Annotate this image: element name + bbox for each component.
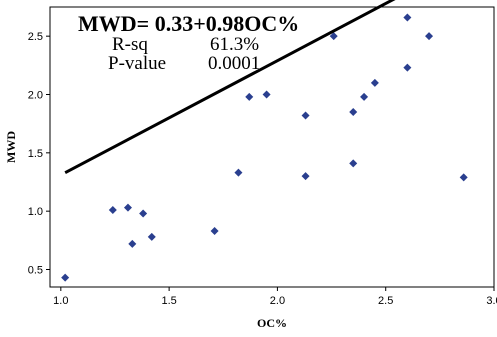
data-point (403, 63, 412, 72)
data-point (349, 108, 358, 116)
x-axis-title: OC% (257, 316, 287, 330)
y-tick-label: 2.0 (28, 90, 43, 102)
data-point (139, 209, 148, 218)
data-point (301, 111, 310, 120)
x-axis-ticks: 1.0 1.5 2.0 2.5 3.0 (53, 287, 497, 307)
y-tick-label: 1.5 (28, 148, 43, 160)
x-tick-label: 3.0 (486, 295, 497, 307)
y-tick-label: 0.5 (28, 265, 43, 277)
p-value-label: P-value (108, 53, 166, 74)
p-value-value: 0.0001 (208, 53, 260, 74)
data-point (425, 32, 434, 41)
regression-line-layer (64, 0, 396, 175)
x-tick-label: 2.5 (378, 295, 393, 307)
y-tick-label: 2.5 (28, 31, 43, 43)
data-point (234, 168, 243, 177)
y-tick-label: 1.0 (28, 206, 43, 218)
r-squared-value: 61.3% (210, 34, 259, 55)
data-point (262, 90, 271, 99)
x-tick-label: 1.5 (161, 295, 176, 307)
data-point (360, 92, 369, 101)
data-point (245, 92, 254, 101)
data-point (403, 13, 412, 22)
data-point (301, 172, 310, 181)
data-point (210, 227, 219, 235)
data-point (329, 32, 338, 41)
x-tick-label: 2.0 (270, 295, 285, 307)
y-axis-ticks: 0.5 1.0 1.5 2.0 2.5 (28, 31, 50, 277)
regression-equation: MWD= 0.33+0.98OC% (78, 11, 299, 36)
r-squared-label: R-sq (112, 34, 148, 55)
data-point (370, 78, 379, 87)
data-point (128, 239, 137, 248)
x-tick-label: 1.0 (53, 295, 68, 307)
data-points-layer (61, 13, 468, 282)
data-point (61, 273, 70, 282)
data-point (123, 203, 132, 212)
plot-area-frame (49, 6, 495, 288)
y-axis-title: MWD (4, 131, 18, 163)
data-point (349, 159, 358, 168)
regression-line (64, 0, 396, 175)
data-point (108, 206, 117, 214)
data-point (459, 173, 468, 182)
data-point (147, 232, 156, 241)
